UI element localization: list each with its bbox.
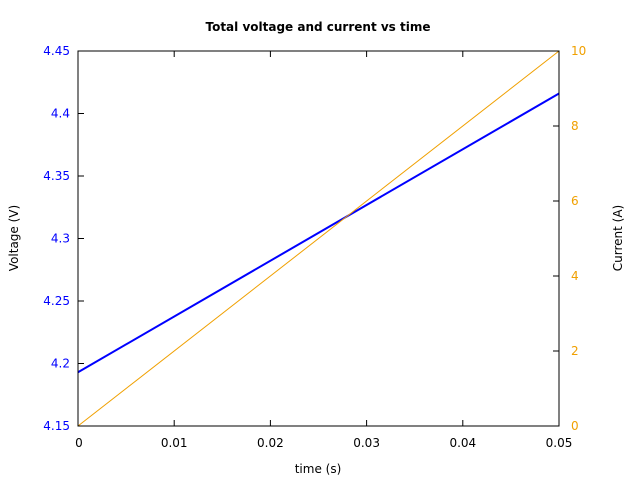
- y-tick-label: 4.25: [43, 294, 70, 308]
- y-tick-label: 4.15: [43, 419, 70, 433]
- y2-tick-label: 10: [571, 44, 586, 58]
- plot-frame: [77, 50, 560, 427]
- y-tick-label: 4.4: [51, 107, 70, 121]
- x-axis-label: time (s): [295, 462, 342, 476]
- y-tick-label: 4.35: [43, 169, 70, 183]
- y2-tick-label: 4: [571, 269, 579, 283]
- y2-tick-label: 2: [571, 344, 579, 358]
- x-tick-label: 0.05: [546, 436, 573, 450]
- series-line-current: [77, 50, 560, 427]
- y2-tick-label: 6: [571, 194, 579, 208]
- y2-tick-label: 8: [571, 119, 579, 133]
- chart-title: Total voltage and current vs time: [205, 20, 430, 34]
- y-axis-label: Voltage (V): [7, 205, 21, 271]
- x-tick-label: 0.01: [161, 436, 188, 450]
- x-tick-label: 0: [75, 436, 83, 450]
- y-tick-label: 4.3: [51, 232, 70, 246]
- y-tick-label: 4.2: [51, 357, 70, 371]
- y2-axis-label: Current (A): [611, 205, 625, 271]
- y2-tick-label: 0: [571, 419, 579, 433]
- series-line-voltage: [77, 92, 560, 374]
- x-tick-label: 0.03: [353, 436, 380, 450]
- y-tick-label: 4.45: [43, 44, 70, 58]
- x-tick-label: 0.04: [449, 436, 476, 450]
- x-tick-label: 0.02: [257, 436, 284, 450]
